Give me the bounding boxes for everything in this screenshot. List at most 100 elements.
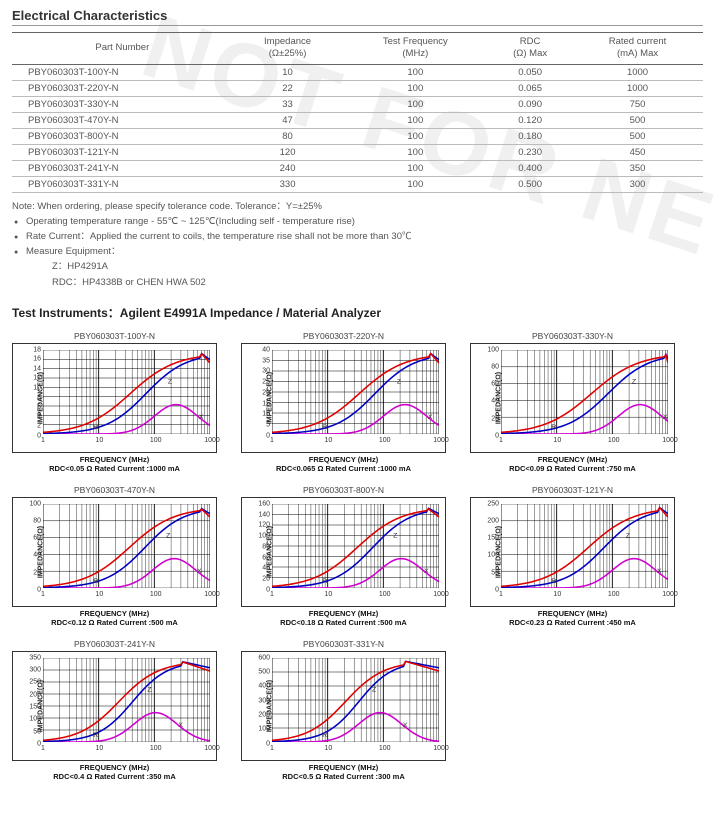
y-tick: 10 <box>256 411 270 418</box>
table-cell: 750 <box>572 96 703 112</box>
table-cell: 240 <box>233 160 343 176</box>
curve-label: R <box>322 578 327 585</box>
note-equipment: RDC：HP4338B or CHEN HWA 502 <box>12 275 703 290</box>
note-equipment: Z：HP4291A <box>12 259 703 274</box>
curve-label: Z <box>372 686 376 693</box>
note-item: Rate Current：Applied the current to coil… <box>12 229 703 244</box>
curve-label: Z <box>166 532 170 539</box>
y-tick: 100 <box>485 552 499 559</box>
x-tick: 1000 <box>433 745 449 752</box>
y-tick: 6 <box>27 404 41 411</box>
x-tick: 10 <box>324 437 332 444</box>
y-tick: 600 <box>256 654 270 661</box>
table-cell: 10 <box>233 64 343 80</box>
y-tick: 4 <box>27 413 41 420</box>
y-tick: 20 <box>256 576 270 583</box>
table-cell: PBY060303T-220Y-N <box>12 80 233 96</box>
table-cell: PBY060303T-330Y-N <box>12 96 233 112</box>
y-tick: 5 <box>256 422 270 429</box>
table-cell: 0.500 <box>488 176 572 192</box>
chart-title: PBY060303T-331Y-N <box>241 639 446 649</box>
y-tick: 100 <box>27 500 41 507</box>
y-tick: 60 <box>485 381 499 388</box>
y-tick: 0 <box>256 432 270 439</box>
x-tick: 100 <box>608 437 620 444</box>
y-tick: 10 <box>27 385 41 392</box>
table-row: PBY060303T-331Y-N3301000.500300 <box>12 176 703 192</box>
y-tick: 160 <box>256 500 270 507</box>
table-header: RDC(Ω) Max <box>488 33 572 65</box>
curve-r <box>272 661 439 741</box>
y-tick: 0 <box>27 586 41 593</box>
y-tick: 200 <box>27 691 41 698</box>
x-tick: 1 <box>41 437 45 444</box>
table-cell: 0.400 <box>488 160 572 176</box>
y-tick: 150 <box>485 535 499 542</box>
y-tick: 200 <box>485 518 499 525</box>
curve-label: X <box>199 414 204 421</box>
chart-box: IMPEDANCE(Ω)0246810121416181101001000ZRX <box>12 343 217 453</box>
table-cell: 0.230 <box>488 144 572 160</box>
chart-box: IMPEDANCE(Ω)0501001502002503003501101001… <box>12 651 217 761</box>
notes-header: Note: When ordering, please specify tole… <box>12 199 703 214</box>
y-tick: 8 <box>27 394 41 401</box>
instruments-title: Test Instruments：Agilent E4991A Impedanc… <box>12 304 703 321</box>
x-tick: 1000 <box>662 591 678 598</box>
y-tick: 40 <box>485 398 499 405</box>
chart-caption: FREQUENCY (MHz)RDC<0.23 Ω Rated Current … <box>470 609 675 627</box>
chart-box: IMPEDANCE(Ω)0501001502002501101001000ZRX <box>470 497 675 607</box>
x-tick: 1 <box>270 591 274 598</box>
chart-title: PBY060303T-800Y-N <box>241 485 446 495</box>
x-tick: 100 <box>608 591 620 598</box>
x-tick: 100 <box>150 745 162 752</box>
chart: PBY060303T-800Y-NIMPEDANCE(Ω)02040608010… <box>241 485 446 627</box>
curve-label: Z <box>632 378 636 385</box>
table-cell: PBY060303T-121Y-N <box>12 144 233 160</box>
table-cell: PBY060303T-100Y-N <box>12 64 233 80</box>
table-row: PBY060303T-330Y-N331000.090750 <box>12 96 703 112</box>
plot-area: ZRX <box>43 350 210 434</box>
y-tick: 250 <box>27 679 41 686</box>
curve-r <box>501 507 668 587</box>
table-cell: 350 <box>572 160 703 176</box>
table-header: Part Number <box>12 33 233 65</box>
charts-grid: PBY060303T-100Y-NIMPEDANCE(Ω)02468101214… <box>12 331 703 781</box>
chart-title: PBY060303T-241Y-N <box>12 639 217 649</box>
y-tick: 20 <box>256 389 270 396</box>
curve-z <box>272 509 439 586</box>
x-tick: 10 <box>324 745 332 752</box>
y-tick: 0 <box>485 432 499 439</box>
y-tick: 350 <box>27 654 41 661</box>
characteristics-table: Part NumberImpedance(Ω±25%)Test Frequenc… <box>12 32 703 193</box>
y-tick: 140 <box>256 511 270 518</box>
x-tick: 1 <box>41 745 45 752</box>
table-cell: 100 <box>342 144 488 160</box>
y-tick: 300 <box>256 697 270 704</box>
table-row: PBY060303T-220Y-N221000.0651000 <box>12 80 703 96</box>
chart-box: IMPEDANCE(Ω)0100200300400500600110100100… <box>241 651 446 761</box>
x-tick: 10 <box>553 591 561 598</box>
curve-z <box>272 661 439 740</box>
y-tick: 40 <box>256 565 270 572</box>
y-tick: 25 <box>256 379 270 386</box>
curve-label: X <box>424 568 429 575</box>
x-tick: 10 <box>95 437 103 444</box>
curve-label: X <box>428 414 433 421</box>
curve-z <box>272 353 439 432</box>
x-tick: 1000 <box>204 437 220 444</box>
table-cell: 450 <box>572 144 703 160</box>
x-tick: 100 <box>150 591 162 598</box>
chart-title: PBY060303T-121Y-N <box>470 485 675 495</box>
table-row: PBY060303T-470Y-N471000.120500 <box>12 112 703 128</box>
curve-label: R <box>551 578 556 585</box>
chart: PBY060303T-100Y-NIMPEDANCE(Ω)02468101214… <box>12 331 217 473</box>
x-tick: 10 <box>553 437 561 444</box>
y-tick: 250 <box>485 500 499 507</box>
x-tick: 1000 <box>433 591 449 598</box>
curve-label: R <box>93 578 98 585</box>
chart: PBY060303T-121Y-NIMPEDANCE(Ω)05010015020… <box>470 485 675 627</box>
plot-area: ZRX <box>43 504 210 588</box>
table-cell: 33 <box>233 96 343 112</box>
plot-area: ZRX <box>43 658 210 742</box>
x-tick: 10 <box>324 591 332 598</box>
